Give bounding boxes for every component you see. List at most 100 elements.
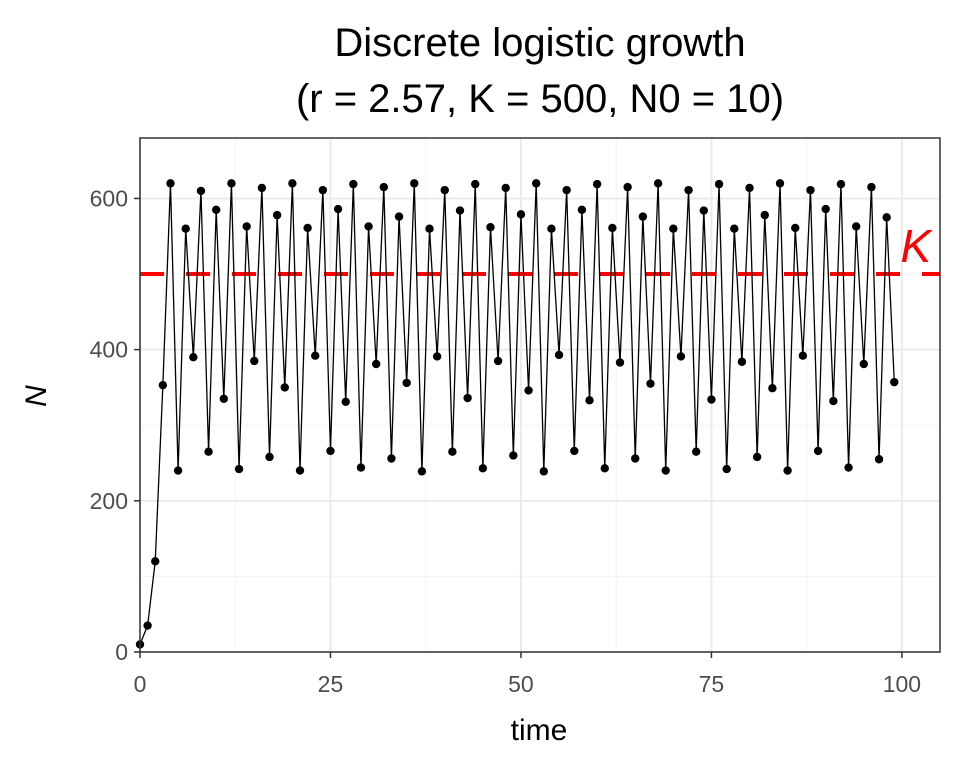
data-point [158, 380, 168, 390]
data-point [440, 185, 449, 195]
data-point [311, 351, 320, 360]
data-point [783, 466, 792, 475]
data-point [836, 179, 846, 189]
data-point [707, 395, 716, 404]
data-point [234, 464, 244, 474]
data-point [410, 179, 419, 188]
data-point [204, 447, 213, 456]
data-point [562, 185, 571, 195]
data-point [280, 383, 289, 392]
data-point [417, 467, 427, 476]
data-point [867, 182, 876, 192]
data-series [135, 179, 899, 649]
x-tick-label: 25 [318, 671, 344, 697]
data-point [623, 182, 632, 192]
data-point [242, 222, 251, 231]
data-point [737, 357, 747, 366]
data-point [592, 179, 602, 189]
data-point [402, 378, 411, 388]
data-point [151, 557, 160, 566]
data-point [577, 205, 587, 215]
data-point [798, 351, 808, 360]
y-tick-label: 200 [90, 488, 128, 514]
data-point [661, 466, 670, 475]
data-point [318, 185, 328, 195]
data-point [211, 205, 221, 215]
y-tick-label: 0 [115, 639, 128, 665]
data-point [288, 179, 297, 188]
data-point [882, 213, 891, 222]
data-point [608, 223, 617, 233]
data-point [471, 179, 480, 189]
data-point [173, 466, 183, 475]
data-point [539, 467, 549, 476]
data-point [813, 446, 823, 456]
data-point [196, 186, 206, 196]
data-point [303, 223, 312, 233]
data-point [890, 377, 899, 387]
x-axis-title: time [511, 714, 568, 747]
data-point [851, 222, 861, 231]
data-point [600, 464, 609, 473]
data-point [371, 359, 381, 369]
carrying-capacity-label: K [900, 220, 933, 272]
data-point [463, 393, 472, 403]
data-point [143, 621, 152, 630]
data-point [547, 224, 556, 233]
data-point [478, 464, 488, 473]
data-point [714, 179, 724, 189]
chart-title-line-2: (r = 2.57, K = 500, N0 = 10) [296, 77, 784, 121]
data-point [699, 206, 709, 215]
data-point [859, 359, 869, 369]
data-point [516, 210, 526, 219]
data-point [181, 224, 190, 233]
data-point [250, 356, 259, 366]
data-point [821, 204, 830, 214]
data-point [745, 183, 754, 193]
data-point [768, 383, 777, 393]
data-point [752, 452, 762, 462]
data-point [295, 466, 305, 475]
data-point [844, 463, 853, 472]
data-point [684, 185, 693, 195]
data-point [166, 179, 175, 188]
axis-ticks: 0 25 50 75 100 0 200 400 600 [90, 185, 921, 697]
chart-title-line-1: Discrete logistic growth [334, 21, 745, 65]
data-point [653, 179, 663, 188]
data-point [364, 222, 373, 231]
data-point [387, 454, 396, 463]
data-point [829, 396, 838, 406]
x-tick-label: 0 [134, 671, 147, 697]
data-point [531, 179, 541, 188]
data-point [874, 455, 884, 464]
data-point [676, 352, 686, 361]
data-point [691, 447, 701, 456]
data-point [272, 210, 282, 220]
data-point [486, 222, 495, 232]
data-point [791, 223, 800, 233]
data-point [219, 394, 229, 403]
data-point [425, 224, 434, 233]
data-point [722, 464, 731, 474]
x-tick-label: 50 [508, 671, 534, 697]
y-tick-label: 400 [90, 337, 128, 363]
data-point [760, 210, 769, 220]
y-axis-title: N [20, 385, 53, 407]
data-point [341, 397, 350, 407]
y-tick-label: 600 [90, 185, 128, 211]
data-point [379, 182, 389, 192]
data-point [326, 446, 335, 456]
data-point [669, 224, 678, 233]
data-point [615, 358, 625, 367]
data-point [646, 379, 655, 388]
data-point [730, 224, 739, 233]
panel-border [139, 137, 941, 653]
series-line [139, 183, 895, 645]
data-point [448, 447, 457, 456]
data-point [554, 350, 564, 360]
x-tick-label: 100 [883, 671, 921, 697]
data-point [227, 179, 236, 188]
data-point [638, 212, 648, 221]
data-point [257, 183, 267, 193]
